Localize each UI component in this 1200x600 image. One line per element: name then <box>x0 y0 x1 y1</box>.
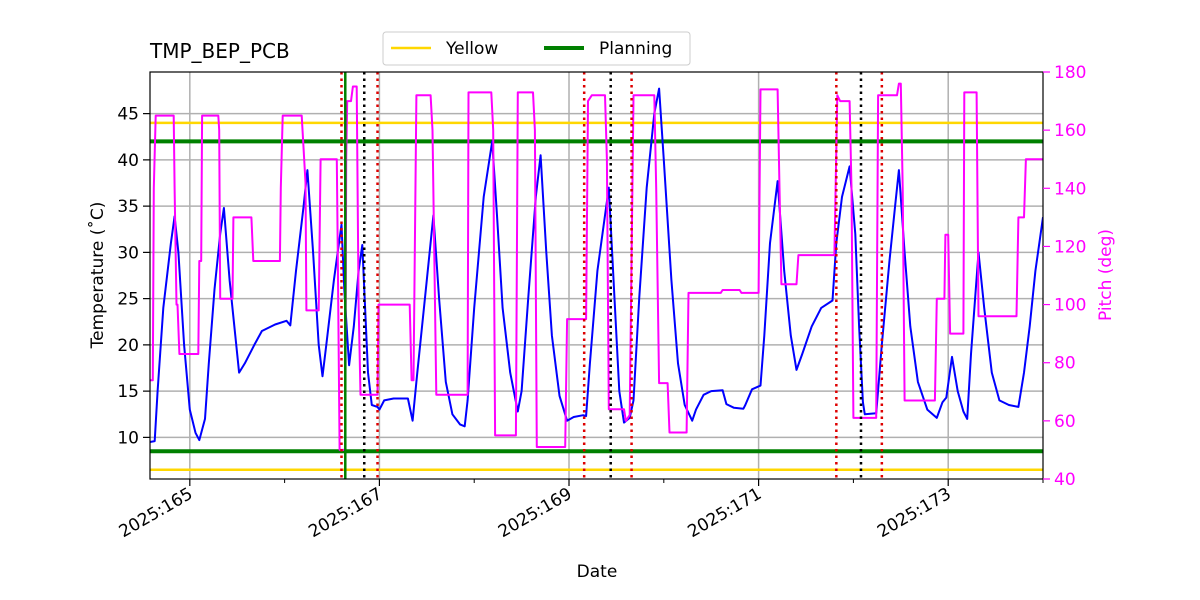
y-tick-label: 35 <box>117 197 139 217</box>
series-layer <box>150 82 1043 451</box>
y-tick-label: 25 <box>117 290 139 310</box>
legend-label-yellow: Yellow <box>445 39 498 59</box>
y-tick-label: 15 <box>117 382 139 402</box>
x-tick-label: 2025:167 <box>305 484 386 542</box>
event-lines <box>340 72 884 479</box>
x-tick-label: 2025:171 <box>685 484 766 542</box>
x-tick-label: 2025:169 <box>495 484 576 542</box>
legend-box <box>382 31 691 66</box>
y-tick-label: 30 <box>117 243 139 263</box>
pitch-series-line <box>150 82 1043 451</box>
y2-tick-label: 100 <box>1054 296 1086 316</box>
x-tick-label: 2025:165 <box>116 484 197 542</box>
y2-tick-label: 80 <box>1054 354 1076 374</box>
temperature-series-line <box>150 87 1043 443</box>
y2-tick-label: 180 <box>1054 63 1086 83</box>
y2-tick-label: 140 <box>1054 179 1086 199</box>
legend: Yellow Planning <box>382 31 691 66</box>
legend-label-planning: Planning <box>599 39 672 59</box>
y2-tick-label: 60 <box>1054 412 1076 432</box>
grid-layer <box>150 72 1043 479</box>
y2-tick-label: 120 <box>1054 237 1086 257</box>
y-tick-label: 45 <box>117 105 139 125</box>
limit-lines <box>150 121 1043 471</box>
y-axis-label: Temperature (˚C) <box>87 202 108 350</box>
y2-tick-label: 40 <box>1054 470 1076 490</box>
y2-axis-label: Pitch (deg) <box>1096 229 1116 321</box>
y2-tick-label: 160 <box>1054 121 1086 141</box>
y-tick-label: 40 <box>117 151 139 171</box>
y-tick-label: 20 <box>117 336 139 356</box>
x-axis-label: Date <box>577 562 618 582</box>
plot-frame <box>149 71 1044 480</box>
y-tick-label: 10 <box>117 428 139 448</box>
x-tick-label: 2025:173 <box>874 484 955 542</box>
chart-title: TMP_BEP_PCB <box>149 39 290 63</box>
